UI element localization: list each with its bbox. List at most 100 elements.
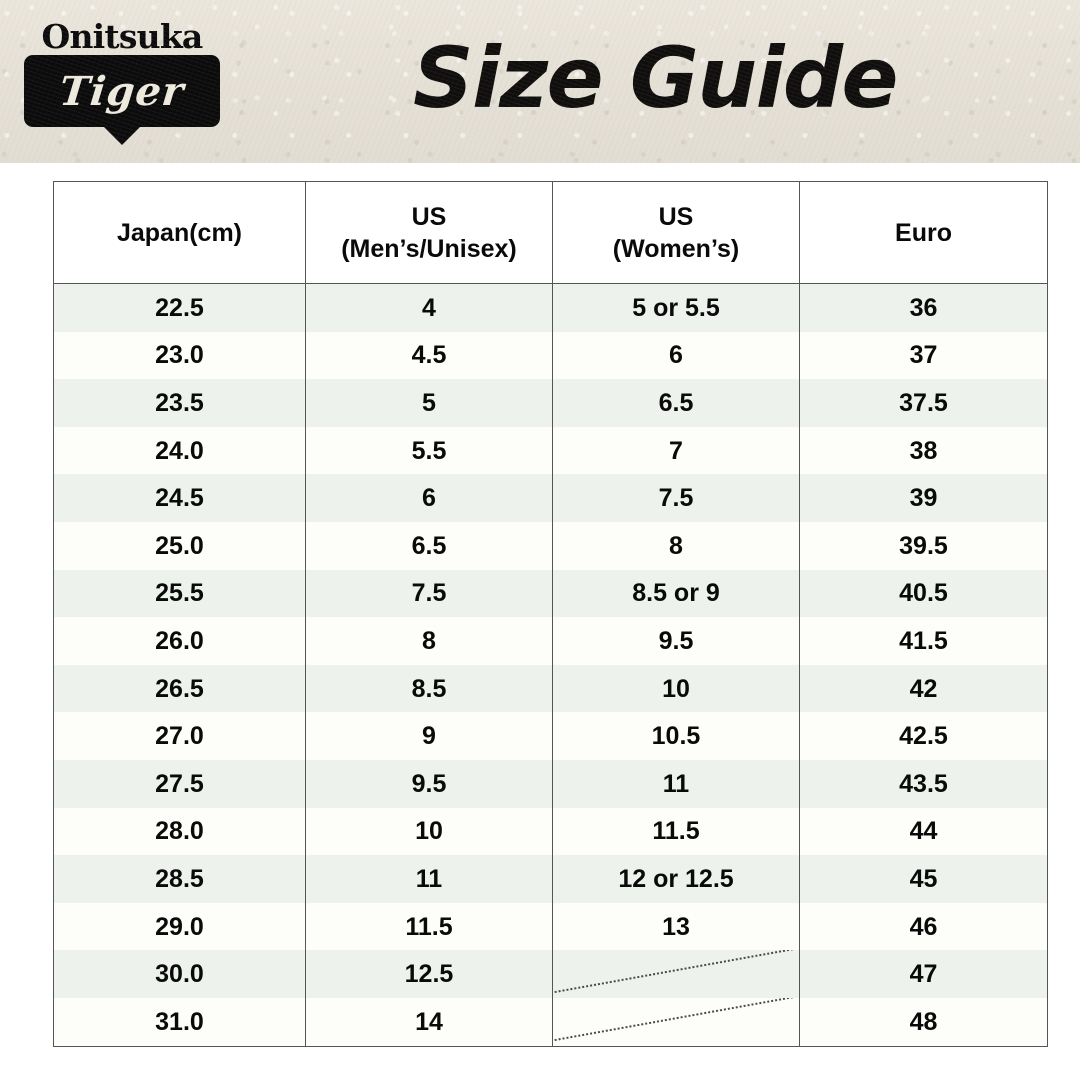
header-band: Onitsuka Tiger Size Guide (0, 0, 1080, 163)
cell-japan: 26.5 (53, 664, 306, 713)
cell-us-men: 11.5 (305, 902, 553, 951)
cell-us-men: 8 (305, 617, 553, 665)
table-row: 26.0 8 9.5 41.5 (53, 617, 1048, 665)
page-title: Size Guide (412, 29, 899, 127)
column-header-us-men-line1: US (411, 202, 447, 231)
cell-us-women: 13 (552, 902, 800, 951)
cell-euro: 44 (799, 807, 1048, 856)
unavailable-strike-icon (554, 950, 798, 998)
brand-banner-body (24, 55, 220, 127)
table-row: 29.0 11.5 13 46 (53, 902, 1048, 951)
table-row: 27.5 9.5 11 43.5 (53, 759, 1048, 808)
cell-us-women: 5 or 5.5 (552, 283, 800, 332)
column-header-us-women: US (Women’s) (552, 181, 800, 284)
column-header-japan-line1: Japan(cm) (116, 218, 243, 247)
table-row: 23.5 5 6.5 37.5 (53, 379, 1048, 427)
table-row: 28.5 11 12 or 12.5 45 (53, 855, 1048, 903)
table-row: 25.0 6.5 8 39.5 (53, 521, 1048, 570)
cell-japan: 29.0 (53, 902, 306, 951)
cell-us-men: 10 (305, 807, 553, 856)
cell-euro: 39.5 (799, 521, 1048, 570)
cell-us-women: 10 (552, 664, 800, 713)
column-header-euro: Euro (799, 181, 1048, 284)
cell-us-men: 9 (305, 712, 553, 760)
size-table: Japan(cm) US (Men’s/Unisex) US (Women’s)… (53, 181, 1048, 1047)
cell-euro: 47 (799, 950, 1048, 998)
cell-japan: 23.0 (53, 331, 306, 380)
cell-us-men: 6 (305, 474, 553, 522)
size-table-body: 22.5 4 5 or 5.5 36 23.0 4.5 6 37 23.5 5 6.5 37.5 24.… (53, 283, 1048, 1047)
table-row: 24.0 5.5 7 38 (53, 426, 1048, 475)
cell-us-men: 8.5 (305, 664, 553, 713)
table-row: 24.5 6 7.5 39 (53, 474, 1048, 522)
cell-us-women: 6 (552, 331, 800, 380)
cell-us-men: 4.5 (305, 331, 553, 380)
column-header-us-women-line2: (Women’s) (612, 234, 740, 263)
column-header-us-men-line2: (Men’s/Unisex) (341, 234, 517, 263)
cell-us-women: 10.5 (552, 712, 800, 760)
cell-japan: 31.0 (53, 997, 306, 1047)
size-table-header: Japan(cm) US (Men’s/Unisex) US (Women’s)… (53, 181, 1048, 284)
cell-japan: 24.5 (53, 474, 306, 522)
cell-us-men: 4 (305, 283, 553, 332)
header-row: Japan(cm) US (Men’s/Unisex) US (Women’s)… (53, 181, 1048, 284)
cell-us-women: 7 (552, 426, 800, 475)
table-row: 23.0 4.5 6 37 (53, 331, 1048, 380)
brand-banner-text: Tiger (57, 67, 187, 115)
cell-us-women: 8 (552, 521, 800, 570)
cell-japan: 26.0 (53, 617, 306, 665)
unavailable-strike-icon (554, 998, 798, 1046)
cell-us-women (552, 950, 800, 998)
cell-japan: 24.0 (53, 426, 306, 475)
cell-us-men: 6.5 (305, 521, 553, 570)
size-table-container: Japan(cm) US (Men’s/Unisex) US (Women’s)… (53, 181, 1048, 1047)
table-row: 27.0 9 10.5 42.5 (53, 712, 1048, 760)
column-header-japan: Japan(cm) (53, 181, 306, 284)
column-header-us-men: US (Men’s/Unisex) (305, 181, 553, 284)
cell-euro: 39 (799, 474, 1048, 522)
cell-japan: 23.5 (53, 379, 306, 427)
cell-euro: 38 (799, 426, 1048, 475)
cell-euro: 42.5 (799, 712, 1048, 760)
cell-euro: 43.5 (799, 759, 1048, 808)
cell-euro: 37 (799, 331, 1048, 380)
cell-us-men: 11 (305, 855, 553, 903)
brand-banner-shape: Tiger (24, 55, 220, 145)
cell-euro: 45 (799, 855, 1048, 903)
cell-euro: 36 (799, 283, 1048, 332)
table-row: 22.5 4 5 or 5.5 36 (53, 283, 1048, 332)
table-row: 25.5 7.5 8.5 or 9 40.5 (53, 569, 1048, 618)
cell-japan: 28.5 (53, 855, 306, 903)
cell-japan: 27.5 (53, 759, 306, 808)
cell-us-men: 12.5 (305, 950, 553, 998)
table-row: 30.0 12.5 47 (53, 950, 1048, 998)
cell-us-men: 9.5 (305, 759, 553, 808)
cell-euro: 46 (799, 902, 1048, 951)
cell-japan: 28.0 (53, 807, 306, 856)
onitsuka-tiger-logo: Onitsuka Tiger (24, 17, 220, 145)
cell-euro: 40.5 (799, 569, 1048, 618)
column-header-us-women-line1: US (658, 202, 694, 231)
cell-japan: 27.0 (53, 712, 306, 760)
cell-japan: 25.0 (53, 521, 306, 570)
table-row: 31.0 14 48 (53, 997, 1048, 1047)
cell-japan: 30.0 (53, 950, 306, 998)
cell-us-women: 6.5 (552, 379, 800, 427)
cell-us-women: 7.5 (552, 474, 800, 522)
table-row: 26.5 8.5 10 42 (53, 664, 1048, 713)
brand-wordmark: Onitsuka (41, 17, 204, 56)
cell-japan: 25.5 (53, 569, 306, 618)
cell-us-women: 9.5 (552, 617, 800, 665)
cell-us-men: 14 (305, 997, 553, 1047)
column-header-euro-line1: Euro (895, 218, 952, 247)
cell-us-women: 11.5 (552, 807, 800, 856)
cell-us-men: 5 (305, 379, 553, 427)
cell-euro: 37.5 (799, 379, 1048, 427)
table-row: 28.0 10 11.5 44 (53, 807, 1048, 856)
cell-us-women: 8.5 or 9 (552, 569, 800, 618)
cell-us-women: 12 or 12.5 (552, 855, 800, 903)
cell-us-men: 7.5 (305, 569, 553, 618)
cell-japan: 22.5 (53, 283, 306, 332)
cell-euro: 41.5 (799, 617, 1048, 665)
